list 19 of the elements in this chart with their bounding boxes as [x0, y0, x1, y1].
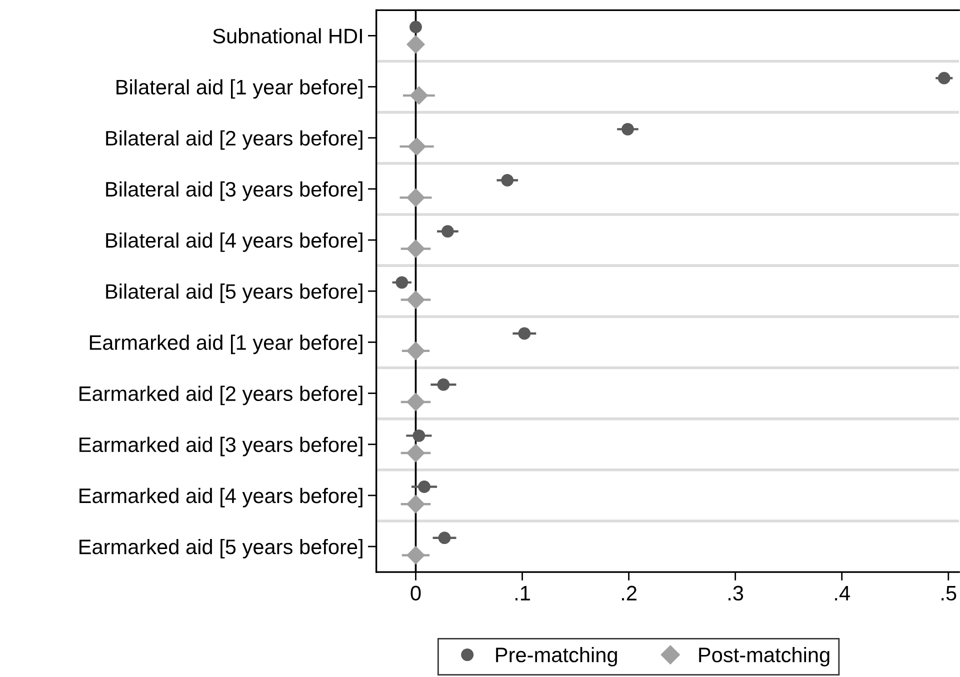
y-tick-label: Bilateral aid [5 years before] — [106, 284, 362, 303]
y-tick-label: Subnational HDI — [213, 28, 362, 44]
legend-label: Post-matching — [699, 647, 830, 666]
x-tick-label: .5 — [942, 586, 956, 601]
legend-label: Pre-matching — [496, 647, 617, 666]
x-tick-label: .4 — [835, 586, 850, 600]
y-tick-label: Earmarked aid [3 years before] — [80, 436, 362, 456]
y-tick-label: Bilateral aid [3 years before] — [106, 181, 362, 201]
x-tick-label: .3 — [728, 586, 744, 601]
y-tick-label: Earmarked aid [2 years before] — [80, 386, 362, 406]
y-tick-label: Earmarked aid [4 years before] — [80, 488, 362, 508]
x-tick-label: 0 — [410, 586, 421, 601]
y-tick-label: Earmarked aid [5 years before] — [80, 538, 362, 558]
x-tick-label: .1 — [515, 586, 530, 600]
y-tick-label: Bilateral aid [2 years before] — [106, 130, 362, 150]
y-tick-label: Bilateral aid [1 year before] — [116, 79, 362, 99]
y-tick-label: Bilateral aid [4 years before] — [106, 232, 362, 252]
y-tick-label: Earmarked aid [1 year before] — [90, 334, 362, 354]
x-tick-label: .2 — [622, 586, 636, 600]
